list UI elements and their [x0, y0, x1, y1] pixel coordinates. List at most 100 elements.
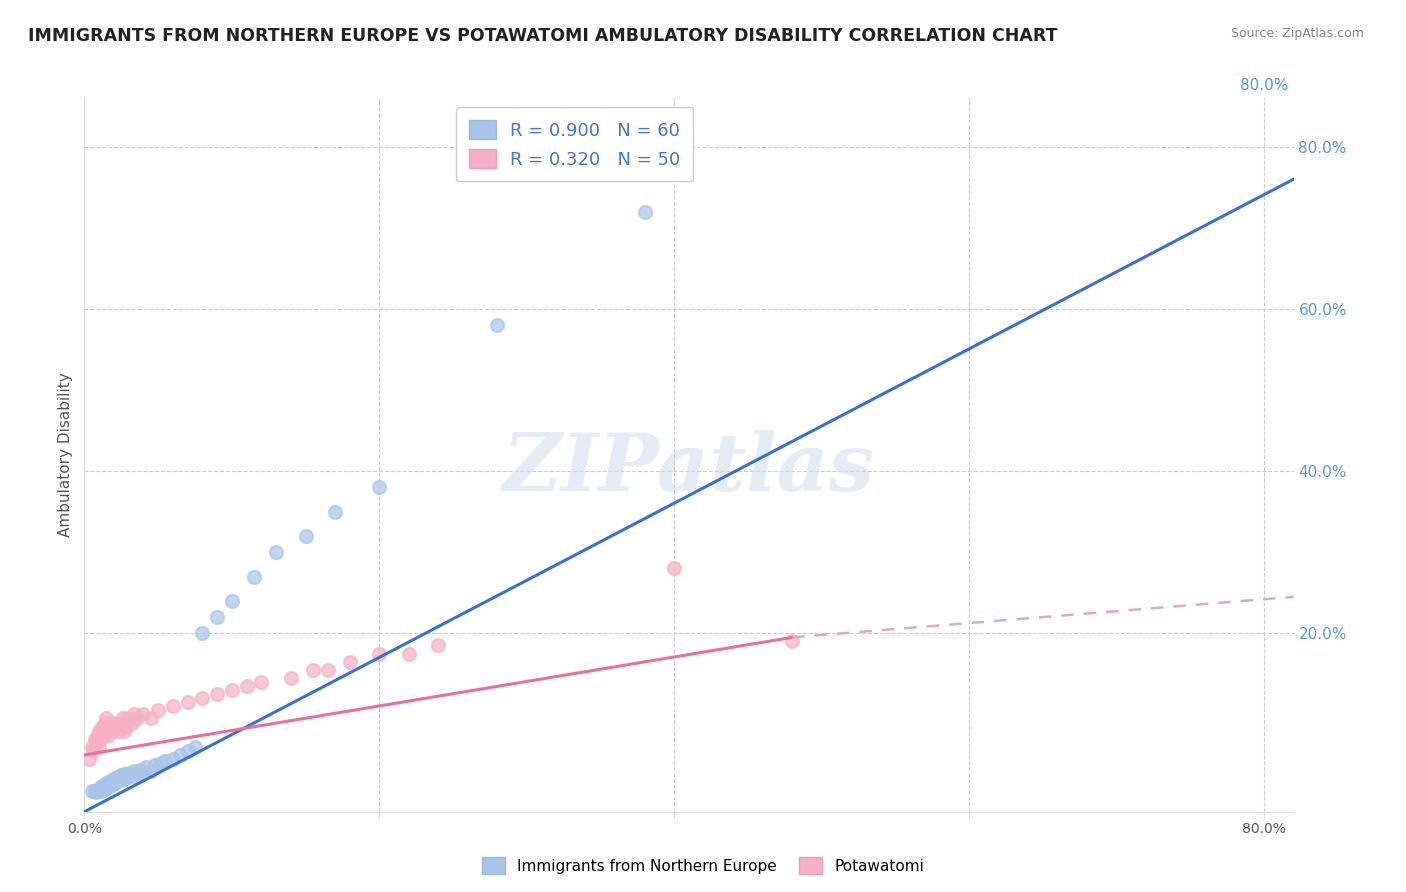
Point	[108, 773, 131, 788]
Point	[86, 728, 108, 742]
Point	[176, 695, 198, 709]
Point	[104, 715, 127, 730]
Point	[80, 739, 103, 754]
Point	[135, 760, 157, 774]
Y-axis label: Ambulatory Disability: Ambulatory Disability	[58, 373, 73, 537]
Legend: Immigrants from Northern Europe, Potawatomi: Immigrants from Northern Europe, Potawat…	[475, 851, 931, 880]
Point	[155, 755, 177, 769]
Point	[93, 728, 115, 742]
Point	[98, 779, 121, 793]
Point	[103, 776, 125, 790]
Point	[84, 785, 107, 799]
Point	[105, 720, 128, 734]
Point	[86, 782, 108, 797]
Point	[93, 782, 115, 797]
Point	[105, 773, 128, 788]
Point	[114, 771, 136, 785]
Point	[146, 703, 169, 717]
Point	[280, 671, 302, 685]
Point	[87, 723, 110, 738]
Point	[205, 687, 228, 701]
Point	[82, 744, 104, 758]
Point	[114, 720, 136, 734]
Point	[398, 647, 420, 661]
Point	[100, 778, 122, 792]
Point	[87, 784, 110, 798]
Text: ZIPatlas: ZIPatlas	[503, 431, 875, 508]
Point	[98, 728, 121, 742]
Point	[100, 773, 122, 788]
Point	[127, 767, 149, 781]
Point	[302, 663, 325, 677]
Point	[205, 610, 228, 624]
Point	[87, 739, 110, 754]
Point	[103, 720, 125, 734]
Point	[368, 647, 391, 661]
Point	[96, 780, 118, 795]
Point	[91, 779, 114, 793]
Point	[80, 784, 103, 798]
Point	[124, 764, 146, 779]
Point	[77, 752, 100, 766]
Point	[243, 569, 266, 583]
Point	[84, 736, 107, 750]
Point	[90, 780, 112, 795]
Point	[104, 775, 127, 789]
Point	[110, 768, 132, 782]
Point	[191, 691, 214, 706]
Point	[124, 707, 146, 722]
Point	[132, 765, 155, 780]
Point	[90, 783, 112, 797]
Point	[129, 763, 152, 777]
Point	[91, 720, 114, 734]
Point	[127, 711, 149, 725]
Point	[221, 594, 243, 608]
Point	[427, 639, 450, 653]
Point	[97, 775, 120, 789]
Point	[191, 626, 214, 640]
Point	[143, 757, 166, 772]
Point	[91, 782, 114, 797]
Point	[150, 756, 173, 770]
Point	[235, 679, 257, 693]
Point	[96, 776, 118, 790]
Legend: R = 0.900   N = 60, R = 0.320   N = 50: R = 0.900 N = 60, R = 0.320 N = 50	[456, 107, 693, 181]
Point	[87, 782, 110, 797]
Point	[97, 780, 120, 794]
Point	[110, 720, 132, 734]
Point	[96, 711, 118, 725]
Point	[98, 774, 121, 789]
Point	[104, 771, 127, 785]
Point	[111, 772, 134, 787]
Point	[634, 204, 657, 219]
Point	[316, 663, 339, 677]
Point	[169, 747, 191, 762]
Point	[90, 731, 112, 746]
Point	[339, 655, 361, 669]
Point	[294, 529, 316, 543]
Point	[368, 480, 391, 494]
Point	[101, 723, 124, 738]
Point	[94, 781, 117, 796]
Point	[139, 711, 162, 725]
Point	[162, 699, 184, 714]
Point	[132, 707, 155, 722]
Point	[664, 561, 686, 575]
Point	[117, 765, 139, 780]
Point	[780, 634, 803, 648]
Point	[103, 772, 125, 787]
Point	[486, 318, 509, 333]
Point	[83, 731, 105, 746]
Point	[108, 715, 131, 730]
Point	[162, 752, 184, 766]
Point	[121, 769, 143, 783]
Point	[139, 764, 162, 779]
Point	[221, 683, 243, 698]
Text: Source: ZipAtlas.com: Source: ZipAtlas.com	[1230, 27, 1364, 40]
Point	[112, 767, 135, 781]
Point	[97, 720, 120, 734]
Point	[121, 715, 143, 730]
Point	[94, 715, 117, 730]
Point	[250, 675, 273, 690]
Point	[184, 739, 207, 754]
